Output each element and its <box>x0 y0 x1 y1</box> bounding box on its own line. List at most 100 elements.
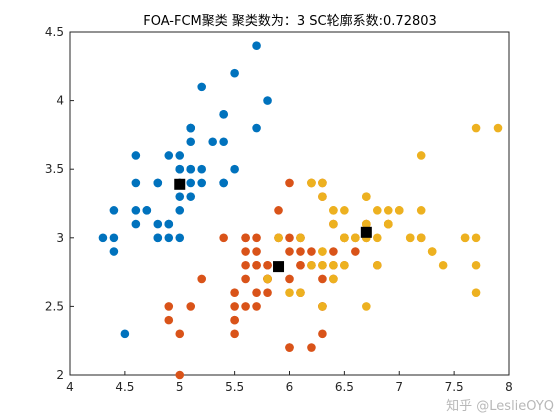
cluster-3-point <box>318 302 327 311</box>
cluster-1-point <box>131 178 141 188</box>
cluster-1-point <box>219 178 228 188</box>
cluster-3-point <box>373 260 382 270</box>
data-points <box>98 41 503 380</box>
cluster-3-point <box>340 233 349 243</box>
cluster-1-point <box>186 178 196 188</box>
x-tick-label: 6 <box>286 380 294 394</box>
cluster-2-point <box>230 329 239 339</box>
cluster-2-point <box>241 260 250 270</box>
cluster-1-point <box>131 151 141 160</box>
cluster-1-point <box>164 233 174 243</box>
cluster-1-point <box>131 219 141 229</box>
x-tick-label: 5 <box>176 380 184 394</box>
cluster-1-point <box>175 151 185 160</box>
cluster-3-point <box>274 233 283 243</box>
cluster-1-point <box>175 206 185 215</box>
cluster-2-point <box>285 274 294 284</box>
cluster-3-point <box>318 192 327 201</box>
y-tick-label: 2 <box>56 368 64 382</box>
cluster-3-point <box>383 219 393 229</box>
cluster-3-point <box>394 206 404 215</box>
cluster-2-point <box>241 247 250 256</box>
cluster-3-point <box>362 302 371 311</box>
cluster-2-point <box>307 247 316 256</box>
cluster-1-point <box>186 123 196 133</box>
cluster-2-point <box>230 288 239 297</box>
cluster-1-point <box>153 178 163 188</box>
cluster-3-point <box>405 233 415 243</box>
cluster-3-point <box>263 274 272 284</box>
cluster-2-point <box>252 260 261 270</box>
cluster-2-point <box>329 247 338 256</box>
y-tick-label: 3.5 <box>45 162 64 176</box>
cluster-3-point <box>296 288 305 297</box>
cluster-1-point <box>219 110 228 119</box>
cluster-3-point <box>318 247 327 256</box>
cluster-2-point <box>219 233 228 243</box>
cluster-2-point <box>318 274 327 284</box>
cluster-3-point <box>493 123 503 133</box>
cluster-2-point <box>186 302 196 311</box>
cluster-3-point <box>416 151 426 160</box>
cluster-1-point <box>230 68 239 78</box>
y-tick-label: 4.5 <box>45 25 64 39</box>
cluster-1-point <box>197 82 206 92</box>
y-tick-label: 2.5 <box>45 299 64 313</box>
cluster-1-point <box>131 206 141 215</box>
cluster-3-point <box>362 219 371 229</box>
cluster-2-point <box>263 260 272 270</box>
cluster-1-point <box>153 233 163 243</box>
cluster-1-point <box>263 96 272 105</box>
cluster-2-point <box>175 370 185 380</box>
cluster-3-point <box>438 260 448 270</box>
cluster-3-point <box>416 206 426 215</box>
cluster-2-point <box>252 288 261 297</box>
cluster-3-point <box>471 288 481 297</box>
cluster-1-point <box>175 233 185 243</box>
cluster-2-point <box>241 302 250 311</box>
x-tick-label: 7 <box>395 380 403 394</box>
cluster-3-point <box>340 260 349 270</box>
cluster-3-point <box>329 206 338 215</box>
cluster-3-point <box>471 260 481 270</box>
cluster-1-point <box>186 137 196 147</box>
y-tick-label: 4 <box>56 94 64 108</box>
cluster-1-point <box>175 164 185 174</box>
cluster-1-point <box>98 233 108 243</box>
axis-ticks: 4 4.5 5 5.5 6 6.5 7 7.5 8 2 2.5 3 3.5 4 4.5 <box>45 25 513 394</box>
cluster-3-point <box>460 233 470 243</box>
cluster-3-point <box>351 233 360 243</box>
cluster-3-point <box>340 206 349 215</box>
cluster-3-point <box>471 123 481 133</box>
cluster-1-point <box>186 192 196 201</box>
cluster-2-point <box>164 302 174 311</box>
cluster-3-point <box>329 274 338 284</box>
cluster-3-point <box>373 206 382 215</box>
x-tick-label: 7.5 <box>445 380 464 394</box>
plot-area <box>69 31 510 376</box>
cluster-1-point <box>164 219 174 229</box>
y-tick-label: 3 <box>56 231 64 245</box>
cluster-1-point <box>109 233 119 243</box>
cluster-2-point <box>351 247 360 256</box>
cluster-1-point <box>186 164 196 174</box>
cluster-2-point <box>175 329 185 339</box>
cluster-2-point <box>274 206 283 215</box>
watermark-text: 知乎 @LeslieOYQ <box>446 399 554 414</box>
cluster-3-point <box>329 260 338 270</box>
x-tick-label: 5.5 <box>225 380 244 394</box>
x-tick-label: 4.5 <box>115 380 134 394</box>
cluster-3-point <box>362 192 371 201</box>
cluster-center-marker <box>273 261 285 273</box>
cluster-2-point <box>252 247 261 256</box>
cluster-1-point <box>109 206 119 215</box>
cluster-2-point <box>164 315 174 325</box>
cluster-3-point <box>318 260 327 270</box>
cluster-2-point <box>285 343 294 352</box>
cluster-2-point <box>296 247 305 256</box>
x-tick-label: 6.5 <box>335 380 354 394</box>
cluster-1-point <box>142 206 152 215</box>
cluster-3-point <box>296 233 305 243</box>
cluster-1-point <box>208 137 217 147</box>
cluster-1-point <box>219 137 228 147</box>
